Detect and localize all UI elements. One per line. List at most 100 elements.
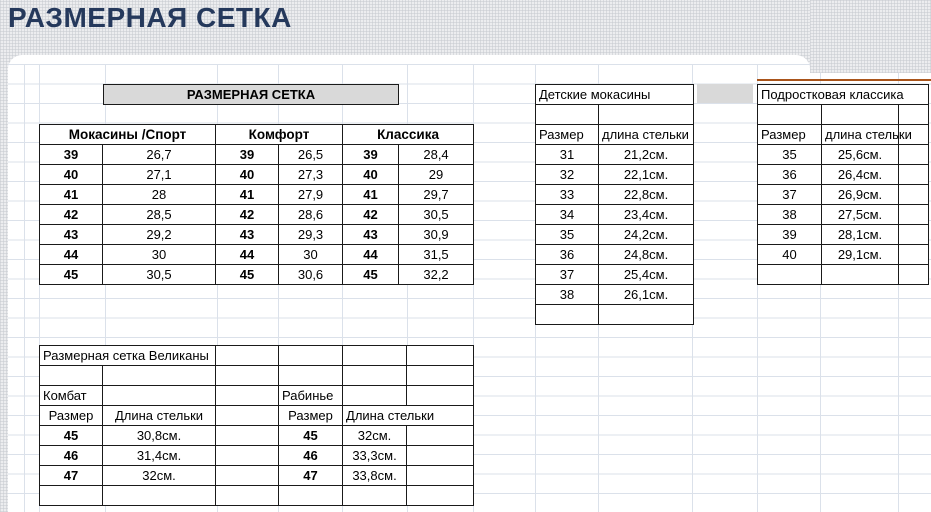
kids-moccasins-table: Детские мокасины Размер длина стельки 31… (534, 84, 695, 325)
size-cell: 40 (39, 164, 103, 185)
empty-row (757, 264, 930, 285)
size-cell: 44 (215, 244, 280, 265)
size-cell: 45 (278, 425, 344, 446)
insole-length-cell: 27,9 (278, 184, 344, 205)
insole-length-cell: 29,1см. (821, 244, 899, 265)
rabinje-length-column-header: Длина стельки (342, 405, 475, 426)
size-cell: 34 (535, 204, 599, 225)
insole-length-cell: 30,8см. (101, 425, 217, 446)
size-cell: 43 (39, 224, 103, 245)
main-size-table: Мокасины /Спорт Комфорт Классика 39 26,7 3… (38, 124, 475, 285)
empty-cell (215, 485, 280, 506)
empty-cell (406, 385, 475, 406)
kids-header-row: Размер длина стельки (535, 124, 695, 145)
insole-length-cell: 28 (101, 184, 217, 205)
table-row: 36 24,8см. (535, 244, 695, 265)
kids-length-column-header: длина стельки (597, 124, 695, 145)
empty-cell (215, 365, 280, 386)
gridline (39, 64, 40, 512)
insole-length-cell: 21,2см. (597, 144, 695, 165)
gridline (473, 64, 474, 512)
gridline (217, 64, 218, 512)
insole-length-cell: 25,6см. (821, 144, 899, 165)
size-cell: 33 (535, 184, 599, 205)
gridline (342, 64, 343, 512)
gridline (820, 64, 821, 512)
size-cell: 45 (342, 264, 400, 285)
insole-length-cell: 22,8см. (597, 184, 695, 205)
insole-length-cell: 24,2см. (597, 224, 695, 245)
insole-length-cell: 29,2 (101, 224, 217, 245)
empty-row (535, 104, 695, 125)
empty-cell (278, 345, 344, 366)
giants-title-row: Размерная сетка Великаны (38, 345, 475, 366)
table-row: 37 26,9см. (757, 184, 930, 205)
insole-length-cell: 24,8см. (597, 244, 695, 265)
kids-title-row: Детские мокасины (534, 84, 695, 105)
size-cell: 31 (535, 144, 599, 165)
size-cell: 37 (535, 264, 599, 285)
page-title: РАЗМЕРНАЯ СЕТКА (8, 2, 292, 33)
teen-length-column-header: длина стельки (821, 124, 912, 145)
empty-row (39, 485, 475, 506)
size-cell: 46 (278, 445, 344, 466)
insole-length-cell: 29 (398, 164, 475, 185)
size-cell: 43 (215, 224, 280, 245)
insole-length-cell: 26,1см. (597, 284, 695, 305)
size-cell: 44 (39, 244, 103, 265)
size-cell: 45 (39, 264, 103, 285)
insole-length-cell: 28,6 (278, 204, 344, 225)
teen-classic-table: Подростковая классика Размер длина стель… (756, 84, 930, 285)
insole-length-cell: 30 (101, 244, 217, 265)
empty-cell (39, 485, 103, 506)
insole-length-cell: 27,1 (101, 164, 217, 185)
insole-length-cell: 31,4см. (101, 445, 217, 466)
kids-table-title: Детские мокасины (534, 84, 695, 105)
table-row: 41 28 41 27,9 41 29,7 (39, 184, 475, 205)
size-cell: 39 (757, 224, 822, 245)
size-cell: 38 (535, 284, 599, 305)
insole-length-cell: 29,7 (398, 184, 475, 205)
size-cell: 46 (39, 445, 103, 466)
size-cell: 45 (215, 264, 280, 285)
empty-cell (757, 104, 822, 125)
table-row: 33 22,8см. (535, 184, 695, 205)
size-cell: 32 (535, 164, 599, 185)
insole-length-cell: 28,5 (101, 204, 217, 225)
empty-cell (406, 465, 475, 486)
size-cell: 47 (278, 465, 344, 486)
rabinje-size-column-header: Размер (278, 405, 344, 426)
table-row: 36 26,4см. (757, 164, 930, 185)
insole-length-cell: 27,3 (278, 164, 344, 185)
size-cell: 40 (342, 164, 400, 185)
teen-title-row: Подростковая классика (756, 84, 930, 105)
comfort-header: Комфорт (215, 124, 344, 145)
table-row: 43 29,2 43 29,3 43 30,9 (39, 224, 475, 245)
insole-length-cell: 29,3 (278, 224, 344, 245)
empty-cell (215, 405, 280, 426)
size-cell: 40 (215, 164, 280, 185)
size-cell: 42 (39, 204, 103, 225)
empty-cell (897, 204, 930, 225)
insole-length-cell: 26,5 (278, 144, 344, 165)
insole-length-cell: 32см. (101, 465, 217, 486)
empty-cell (278, 485, 344, 506)
empty-cell (215, 425, 280, 446)
table-row: 38 26,1см. (535, 284, 695, 305)
empty-cell (101, 485, 217, 506)
empty-cell (406, 425, 475, 446)
gridline (898, 64, 899, 512)
size-cell: 41 (215, 184, 280, 205)
empty-cell (821, 264, 899, 285)
insole-length-cell: 33,8см. (342, 465, 408, 486)
insole-length-cell: 32,2 (398, 264, 475, 285)
table-row: 39 26,7 39 26,5 39 28,4 (39, 144, 475, 165)
table-row: 39 28,1см. (757, 224, 930, 245)
insole-length-cell: 30,5 (398, 204, 475, 225)
empty-cell (39, 365, 103, 386)
empty-cell (101, 385, 217, 406)
size-cell: 37 (757, 184, 822, 205)
empty-row (757, 104, 930, 125)
table-row: 32 22,1см. (535, 164, 695, 185)
